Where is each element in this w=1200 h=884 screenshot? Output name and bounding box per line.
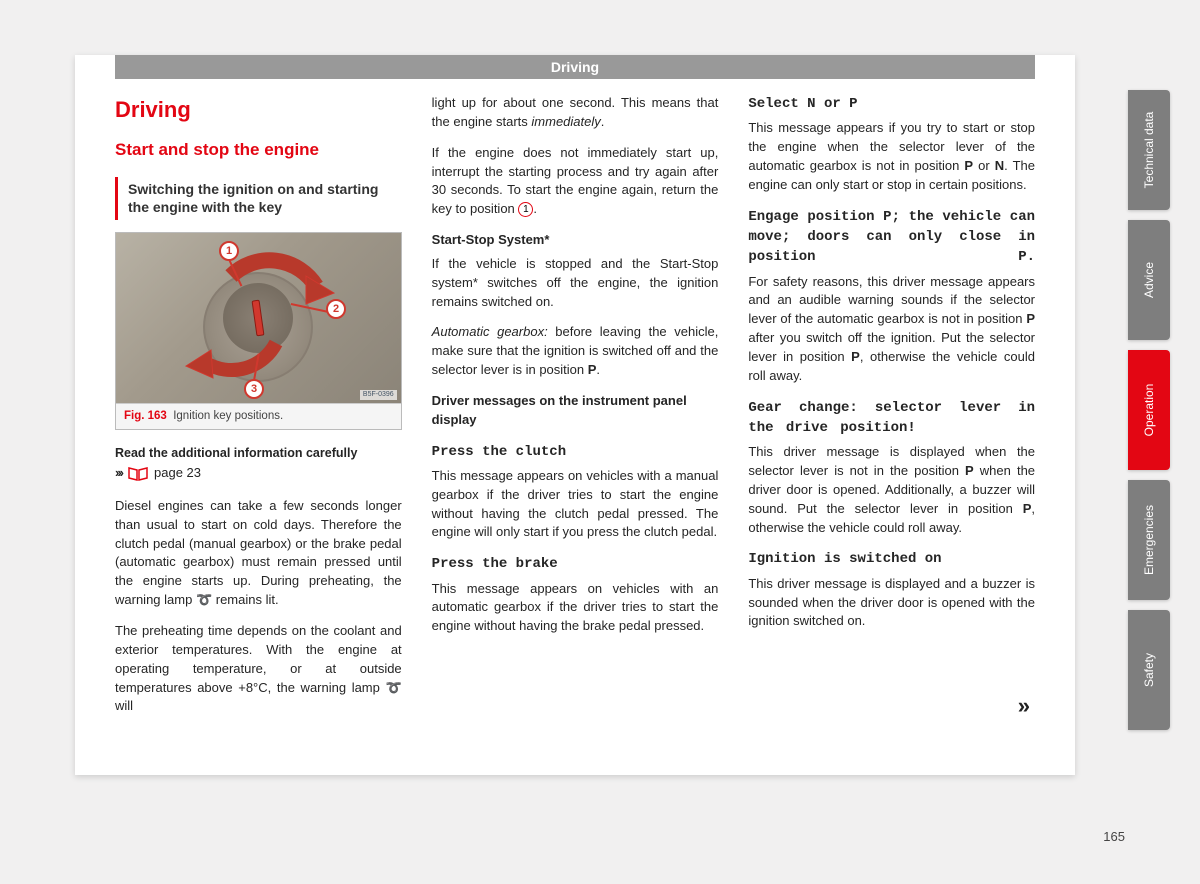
tab-emergencies[interactable]: Emergencies (1128, 480, 1170, 600)
preheat-lamp-icon: ➰ (385, 680, 401, 695)
msg-press-clutch: Press the clutch (432, 442, 719, 462)
key-position-1-ref: 1 (518, 202, 533, 217)
col2-para-2: If the engine does not immediately start… (432, 144, 719, 219)
column-1: Driving Start and stop the engine Switch… (115, 94, 402, 719)
driver-messages-heading: Driver messages on the instrument panel … (432, 392, 719, 430)
page-number: 165 (1103, 829, 1125, 844)
tab-technical-data[interactable]: Technical data (1128, 90, 1170, 210)
tab-safety[interactable]: Safety (1128, 610, 1170, 730)
msg-select-n-or-p: Select N or P (748, 94, 1035, 114)
manual-page: Driving Driving Start and stop the engin… (75, 55, 1075, 775)
msg-ignition-on: Ignition is switched on (748, 549, 1035, 569)
figure-number: Fig. 163 (124, 410, 167, 422)
col3-para-1: This message appears if you try to start… (748, 119, 1035, 194)
tab-advice[interactable]: Advice (1128, 220, 1170, 340)
figure-image: 1 2 3 B5F-0396 (116, 233, 401, 403)
column-3: Select N or P This message appears if yo… (748, 94, 1035, 719)
tab-operation[interactable]: Operation (1128, 350, 1170, 470)
col3-para-3: This driver message is displayed when th… (748, 443, 1035, 537)
col2-para-5: This message appears on vehicles with a … (432, 467, 719, 542)
crossref-page: page 23 (154, 464, 201, 483)
col1-para-2: The preheating time depends on the coola… (115, 622, 402, 716)
col2-para-4: Automatic gearbox: before leaving the ve… (432, 323, 719, 380)
page-body: Driving Start and stop the engine Switch… (75, 79, 1075, 739)
chapter-header: Driving (115, 55, 1035, 79)
col3-para-2: For safety reasons, this driver message … (748, 273, 1035, 386)
col2-para-1: light up for about one second. This mean… (432, 94, 719, 132)
continue-marker-icon: » (1018, 693, 1030, 719)
col1-para-1: Diesel engines can take a few seconds lo… (115, 497, 402, 610)
book-icon (127, 466, 149, 481)
col2-para-3: If the vehicle is stopped and the Start-… (432, 255, 719, 312)
page-title: Driving (115, 94, 402, 126)
msg-press-brake: Press the brake (432, 554, 719, 574)
preheat-lamp-icon: ➰ (196, 592, 212, 607)
page-cross-ref: ››› page 23 (115, 464, 402, 483)
col2-para-6: This message appears on vehicles with an… (432, 580, 719, 637)
msg-gear-change: Gear change: selector lever in the drive… (748, 398, 1035, 439)
msg-engage-p: Engage position P; the vehicle can move;… (748, 207, 1035, 268)
figure-163: 1 2 3 B5F-0396 Fig. 163 Ignition key pos… (115, 232, 402, 430)
figure-caption-text: Ignition key positions. (173, 410, 283, 422)
section-title: Start and stop the engine (115, 138, 402, 163)
figure-code: B5F-0396 (360, 390, 397, 400)
crossref-arrows-icon: ››› (115, 464, 122, 483)
figure-caption: Fig. 163 Ignition key positions. (116, 403, 401, 429)
side-tabs: Technical data Advice Operation Emergenc… (1128, 90, 1170, 740)
subsection-box: Switching the ignition on and starting t… (115, 177, 402, 221)
start-stop-heading: Start-Stop System* (432, 231, 719, 250)
read-additional-label: Read the additional information carefull… (115, 444, 402, 462)
col3-para-4: This driver message is displayed and a b… (748, 575, 1035, 632)
column-2: light up for about one second. This mean… (432, 94, 719, 719)
